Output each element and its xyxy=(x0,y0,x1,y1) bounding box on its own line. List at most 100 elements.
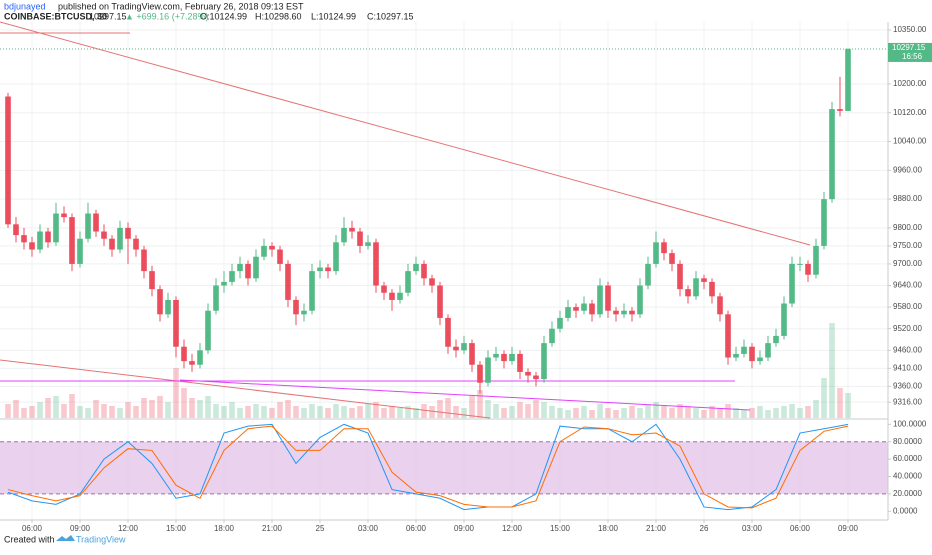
volume-bar xyxy=(29,406,35,418)
volume-bar xyxy=(781,406,787,418)
author[interactable]: bdjunayed xyxy=(4,1,46,11)
y-tick-label: 9410.00 xyxy=(893,363,922,372)
volume-bar xyxy=(333,404,339,418)
candles xyxy=(0,48,888,394)
volume-bar xyxy=(757,406,763,418)
x-tick-label: 21:00 xyxy=(262,524,283,533)
candle-body xyxy=(109,238,115,250)
stoch-line xyxy=(7,423,849,511)
candle-body xyxy=(501,353,507,362)
volume-bar xyxy=(301,408,307,418)
x-tick-label: 25 xyxy=(316,524,325,533)
candle-body xyxy=(197,350,203,365)
candle-body xyxy=(829,109,835,200)
volume-bar xyxy=(45,398,51,418)
candle-body xyxy=(213,285,219,311)
axes: 10350.00 10200.00 10120.00 10040.00 9960.00 9… xyxy=(22,25,932,533)
last-price: 10297.15 xyxy=(89,11,127,21)
y-tick-label: 9316.00 xyxy=(893,397,922,406)
x-tick-label: 12:00 xyxy=(502,524,523,533)
candle-body xyxy=(341,227,347,243)
candle-body xyxy=(533,375,539,380)
volume-bar xyxy=(205,396,211,418)
candle-body xyxy=(53,213,59,243)
y-tick-label: 9640.00 xyxy=(893,281,922,290)
stochastic xyxy=(0,423,888,511)
candle-body xyxy=(445,317,451,347)
candle-body xyxy=(397,292,403,300)
candle-body xyxy=(709,281,715,297)
x-tick-label: 18:00 xyxy=(214,524,235,533)
candle-body xyxy=(661,242,667,254)
candle-body xyxy=(221,281,227,286)
candle-body xyxy=(421,263,427,279)
candle-body xyxy=(653,242,659,264)
candle-body xyxy=(253,256,259,279)
candle-body xyxy=(701,278,707,282)
y-tick-label: 10200.00 xyxy=(893,79,927,88)
volume-bar xyxy=(621,408,627,418)
candle-body xyxy=(301,310,307,315)
candle-body xyxy=(133,238,139,250)
volume-bar xyxy=(717,408,723,418)
candle-body xyxy=(181,346,187,362)
candle-body xyxy=(797,263,803,265)
footer-brand[interactable]: TradingView xyxy=(76,534,126,544)
countdown: 16:56 xyxy=(902,52,923,61)
candle-body xyxy=(757,357,763,362)
volume-bar xyxy=(69,394,75,418)
volume-bar xyxy=(693,408,699,418)
x-tick-label: 15:00 xyxy=(166,524,187,533)
y-tick-label: 9700.00 xyxy=(893,259,922,268)
candle-body xyxy=(189,361,195,365)
volume-bar xyxy=(61,404,67,418)
volume xyxy=(5,323,851,418)
volume-bar xyxy=(493,404,499,418)
volume-bar xyxy=(109,406,115,418)
candle-body xyxy=(205,310,211,351)
candle-body xyxy=(765,343,771,358)
volume-bar xyxy=(565,410,571,418)
volume-bar xyxy=(645,404,651,418)
volume-bar xyxy=(5,404,11,418)
price-label: 10297.15 xyxy=(892,43,926,52)
candle-body xyxy=(29,242,35,250)
y-tick-label: 60.0000 xyxy=(893,454,922,463)
volume-bar xyxy=(813,400,819,418)
x-tick-label: 03:00 xyxy=(358,524,379,533)
logo xyxy=(56,535,75,541)
candle-body xyxy=(317,267,323,272)
volume-bar xyxy=(701,410,707,418)
volume-bar xyxy=(533,400,539,418)
candle-body xyxy=(93,213,99,232)
symbol: COINBASE:BTCUSD, 30 xyxy=(4,11,107,21)
candle-body xyxy=(125,227,131,239)
candle-body xyxy=(573,307,579,311)
open: O:10124.99 xyxy=(200,11,247,21)
candle-body xyxy=(541,343,547,380)
candle-body xyxy=(509,353,515,362)
volume-bar xyxy=(389,406,395,418)
volume-bar xyxy=(397,408,403,418)
volume-bar xyxy=(317,406,323,418)
volume-bar xyxy=(501,408,507,418)
volume-bar xyxy=(261,406,267,418)
volume-bar xyxy=(461,408,467,418)
volume-bar xyxy=(509,406,515,418)
y-tick-label: 10040.00 xyxy=(893,137,927,146)
candle-body xyxy=(37,231,43,250)
volume-bar xyxy=(125,402,131,418)
candle-body xyxy=(453,346,459,351)
volume-bar xyxy=(525,404,531,418)
candle-body xyxy=(45,231,51,243)
volume-bar xyxy=(325,408,331,418)
x-tick-label: 03:00 xyxy=(742,524,763,533)
volume-bar xyxy=(413,408,419,418)
x-tick-label: 21:00 xyxy=(646,524,667,533)
support-line xyxy=(179,379,751,411)
candle-body xyxy=(485,357,491,383)
volume-bar xyxy=(789,404,795,418)
candle-body xyxy=(429,278,435,286)
volume-bar xyxy=(669,408,675,418)
y-tick-label: 9460.00 xyxy=(893,345,922,354)
